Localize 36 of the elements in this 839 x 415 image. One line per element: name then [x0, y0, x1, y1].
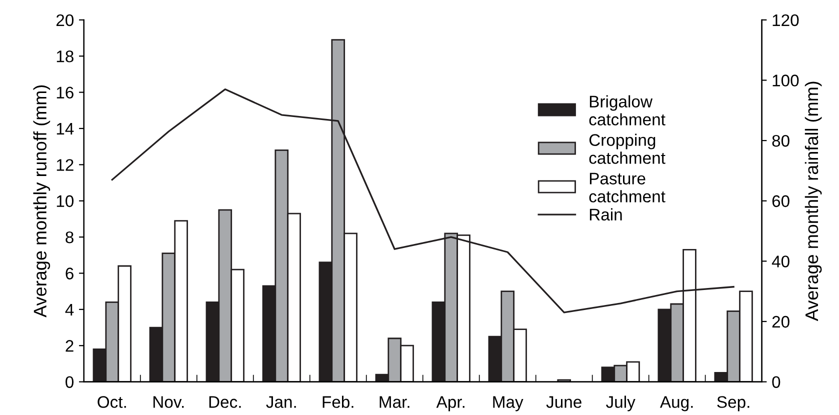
y2-tick-label: 0 — [772, 376, 780, 388]
legend-label: Rain — [590, 208, 622, 221]
y-tick-label: 6 — [66, 268, 74, 280]
y-tick-label: 4 — [65, 304, 74, 316]
y-tick-label: 10 — [56, 195, 74, 208]
y-tick-label: 20 — [56, 14, 74, 26]
x-tick-label: July — [606, 396, 636, 412]
x-tick-label: Mar. — [380, 396, 410, 408]
x-tick-label: Oct. — [98, 396, 126, 408]
y-tick-label: 0 — [66, 376, 74, 388]
y-tick-label: 12 — [56, 159, 74, 171]
y2-axis-title: Average monthly rainfall (mm) — [804, 82, 822, 322]
y-tick-label: 16 — [56, 86, 74, 98]
y2-tick-label: 60 — [772, 195, 790, 208]
legend-label: Brigalow catchment — [589, 95, 666, 126]
x-tick-label: Aug. — [660, 396, 693, 412]
x-tick-label: Feb. — [322, 396, 354, 408]
y2-tick-label: 40 — [772, 256, 790, 268]
y2-tick-label: 120 — [772, 14, 799, 26]
y-axis-title: Average monthly runoff (mm) — [33, 85, 50, 318]
y-tick-label: 8 — [66, 231, 74, 244]
x-tick-label: May — [493, 396, 524, 412]
y2-tick-label: 20 — [772, 316, 790, 328]
x-tick-label: Sep. — [717, 396, 750, 412]
x-tick-label: Apr. — [436, 396, 464, 412]
legend-label: Pasture catchment — [589, 172, 666, 202]
x-tick-label: Nov. — [153, 396, 184, 408]
legend-label: Cropping catchment — [589, 134, 666, 164]
y-tick-label: 14 — [56, 123, 74, 135]
x-tick-label: Jan. — [266, 396, 296, 408]
x-tick-label: June — [546, 396, 582, 408]
y2-tick-label: 100 — [772, 74, 799, 86]
y-tick-label: 2 — [66, 340, 74, 352]
y-tick-label: 18 — [56, 50, 74, 62]
y2-tick-label: 80 — [772, 134, 790, 147]
x-tick-label: Dec. — [209, 396, 241, 408]
